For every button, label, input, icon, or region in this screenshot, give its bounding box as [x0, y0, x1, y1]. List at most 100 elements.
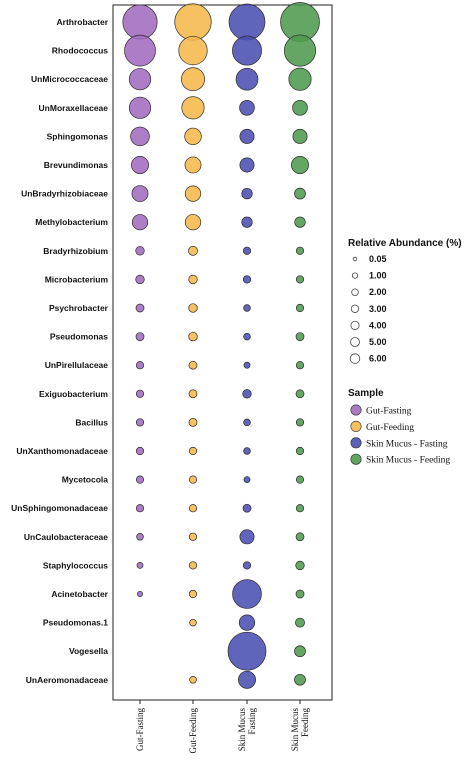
y-tick-brevundimonas: Brevundimonas	[44, 160, 109, 170]
size-legend: 0.05 1.00 2.00 3.00 4.00 5.00 6.00	[349, 254, 387, 364]
y-tick-unaeromonadaceae: UnAeromonadaceae	[26, 675, 108, 685]
bubble-gut-feeding-brevundimonas	[184, 156, 202, 174]
sample-legend-swatch-skin-mucus-fasting	[350, 437, 362, 449]
bubble-skin-mucus-fasting-rhodococcus	[232, 35, 262, 66]
bubble-skin-mucus-feeding-unmoraxellaceae	[292, 100, 308, 116]
bubble-skin-mucus-fasting-uncaulobacteraceae	[239, 529, 255, 545]
size-legend-circle-3-00	[350, 304, 360, 313]
bubble-skin-mucus-fasting-unbradyrhizobiaceae	[241, 187, 253, 200]
bubble-gut-feeding-uncaulobacteraceae	[188, 532, 198, 541]
sample-legend-label-gut-fasting: Gut-Fasting	[366, 407, 412, 417]
bubble-gut-fasting-unbradyrhizobiaceae	[131, 185, 149, 202]
x-tick-label-gut-fasting: Gut-Fasting	[135, 708, 145, 752]
bubble-gut-feeding-rhodococcus	[178, 35, 208, 66]
bubble-gut-fasting-exiguobacterium	[135, 389, 145, 398]
bubble-gut-fasting-bacillus	[135, 418, 145, 427]
bubble-skin-mucus-feeding-unxanthomonadaceae	[295, 446, 305, 456]
bubble-gut-feeding-unaeromonadaceae	[189, 676, 197, 684]
bubble-gut-fasting-bradyrhizobium	[135, 246, 145, 256]
bubble-skin-mucus-feeding-bradyrhizobium	[295, 246, 305, 255]
bubble-gut-feeding-psychrobacter	[188, 303, 198, 313]
y-tick-bradyrhizobium: Bradyrhizobium	[43, 246, 108, 256]
bubble-skin-mucus-feeding-uncaulobacteraceae	[295, 532, 305, 542]
bubble-gut-feeding-unmoraxellaceae	[181, 96, 205, 120]
bubble-skin-mucus-fasting-staphylococcus	[242, 561, 252, 570]
bubble-skin-mucus-fasting-mycetocola	[243, 476, 251, 483]
bubble-gut-fasting-rhodococcus	[124, 34, 156, 67]
bubble-skin-mucus-fasting-pseudomonas	[243, 332, 251, 341]
bubble-skin-mucus-feeding-microbacterium	[295, 275, 305, 284]
y-tick-unmoraxellaceae: UnMoraxellaceae	[39, 103, 109, 113]
bubble-gut-feeding-methylobacterium	[184, 214, 202, 231]
bubble-skin-mucus-fasting-microbacterium	[242, 275, 252, 284]
y-tick-uncaulobacteraceae: UnCaulobacteraceae	[24, 532, 108, 542]
bubble-gut-fasting-microbacterium	[135, 274, 145, 285]
y-tick-rhodococcus: Rhodococcus	[52, 46, 108, 56]
bubble-skin-mucus-feeding-staphylococcus	[295, 560, 305, 571]
size-legend-label-6-00: 6.00	[369, 354, 387, 364]
bubble-skin-mucus-feeding-sphingomonas	[292, 128, 308, 144]
bubble-gut-fasting-acinetobacter	[137, 591, 143, 597]
sample-legend-swatch-gut-fasting	[350, 404, 362, 416]
y-tick-pseudomonas: Pseudomonas	[50, 332, 108, 342]
bubble-gut-feeding-microbacterium	[188, 274, 198, 285]
sample-legend-swatch-gut-feeding	[350, 420, 362, 432]
sample-legend-label-gut-feeding: Gut-Feeding	[366, 423, 414, 433]
bubble-gut-fasting-unpirellulaceae	[135, 361, 145, 370]
bubble-skin-mucus-fasting-unxanthomonadaceae	[243, 447, 251, 455]
y-tick-staphylococcus: Staphylococcus	[43, 560, 108, 570]
x-axis-labels: Gut-Fasting Gut-Feeding Skin Mucus Fasting S…	[135, 700, 310, 754]
bubble-gut-fasting-uncaulobacteraceae	[136, 533, 144, 541]
bubble-skin-mucus-fasting-bradyrhizobium	[242, 246, 252, 255]
bubble-skin-mucus-fasting-acinetobacter	[232, 579, 262, 609]
size-legend-label-4-00: 4.00	[369, 320, 387, 330]
bubble-gut-feeding-arthrobacter	[174, 3, 212, 41]
bubble-gut-fasting-methylobacterium	[131, 214, 149, 231]
bubble-skin-mucus-fasting-unmicrococcaceae	[235, 67, 259, 91]
size-legend-label-3-00: 3.00	[369, 304, 387, 314]
bubble-skin-mucus-fasting-pseudomonas-1	[238, 614, 256, 631]
bubble-skin-mucus-feeding-pseudomonas-1	[295, 617, 305, 628]
legend: Relative Abundance (%) 0.05 1.00 2.00 3.00 4…	[348, 238, 462, 466]
y-tick-vogesella: Vogesella	[69, 646, 108, 656]
bubble-skin-mucus-fasting-unmoraxellaceae	[239, 100, 255, 116]
y-tick-mycetocola: Mycetocola	[62, 475, 109, 485]
y-axis-labels: Arthrobacter Rhodococcus UnMicrococcaceae U…	[11, 17, 109, 685]
bubble-skin-mucus-feeding-mycetocola	[295, 475, 305, 484]
bubble-skin-mucus-feeding-acinetobacter	[295, 589, 305, 599]
bubble-skin-mucus-feeding-unsphingomonadaceae	[295, 504, 305, 513]
bubble-skin-mucus-feeding-unaeromonadaceae	[294, 673, 306, 686]
sample-legend: Gut-Fasting Gut-Feeding Skin Mucus - Fasti…	[350, 404, 450, 466]
size-legend-circle-1-00	[351, 272, 359, 279]
bubble-skin-mucus-fasting-brevundimonas	[239, 157, 255, 173]
bubble-skin-mucus-feeding-rhodococcus	[283, 34, 317, 67]
size-legend-circle-5-00	[350, 337, 360, 347]
bubble-gut-feeding-pseudomonas-1	[189, 618, 197, 627]
bubble-gut-feeding-unmicrococcaceae	[181, 67, 205, 92]
bubble-gut-fasting-sphingomonas	[130, 126, 150, 147]
bubble-gut-feeding-sphingomonas	[184, 127, 202, 146]
y-tick-methylobacterium: Methylobacterium	[35, 217, 108, 227]
bubble-skin-mucus-feeding-bacillus	[295, 418, 305, 427]
bubble-skin-mucus-feeding-vogesella	[294, 645, 306, 658]
y-tick-unxanthomonadaceae: UnXanthomonadaceae	[16, 446, 108, 456]
bubble-skin-mucus-feeding-unmicrococcaceae	[288, 67, 312, 91]
size-legend-circle-0-05	[352, 256, 358, 262]
x-tick-label-skin-mucus-feeding-line2: Feeding	[300, 708, 310, 737]
bubble-gut-fasting-pseudomonas	[135, 332, 145, 341]
bubble-gut-fasting-psychrobacter	[135, 303, 145, 313]
y-tick-exiguobacterium: Exiguobacterium	[39, 389, 108, 399]
sample-legend-swatch-skin-mucus-feeding	[350, 453, 362, 465]
bubbles	[122, 2, 320, 689]
y-tick-pseudomonas-1: Pseudomonas.1	[43, 618, 108, 628]
x-tick-label-skin-mucus-fasting-line1: Skin Mucus	[237, 708, 247, 752]
bubble-skin-mucus-feeding-unpirellulaceae	[295, 361, 305, 370]
bubble-skin-mucus-fasting-psychrobacter	[243, 304, 251, 312]
y-tick-bacillus: Bacillus	[75, 417, 108, 427]
x-tick-label-gut-feeding: Gut-Feeding	[188, 708, 198, 754]
bubble-gut-fasting-brevundimonas	[131, 156, 149, 174]
bubble-skin-mucus-fasting-exiguobacterium	[242, 389, 252, 399]
bubble-skin-mucus-feeding-brevundimonas	[291, 156, 309, 174]
bubble-skin-mucus-feeding-pseudomonas	[295, 332, 305, 341]
